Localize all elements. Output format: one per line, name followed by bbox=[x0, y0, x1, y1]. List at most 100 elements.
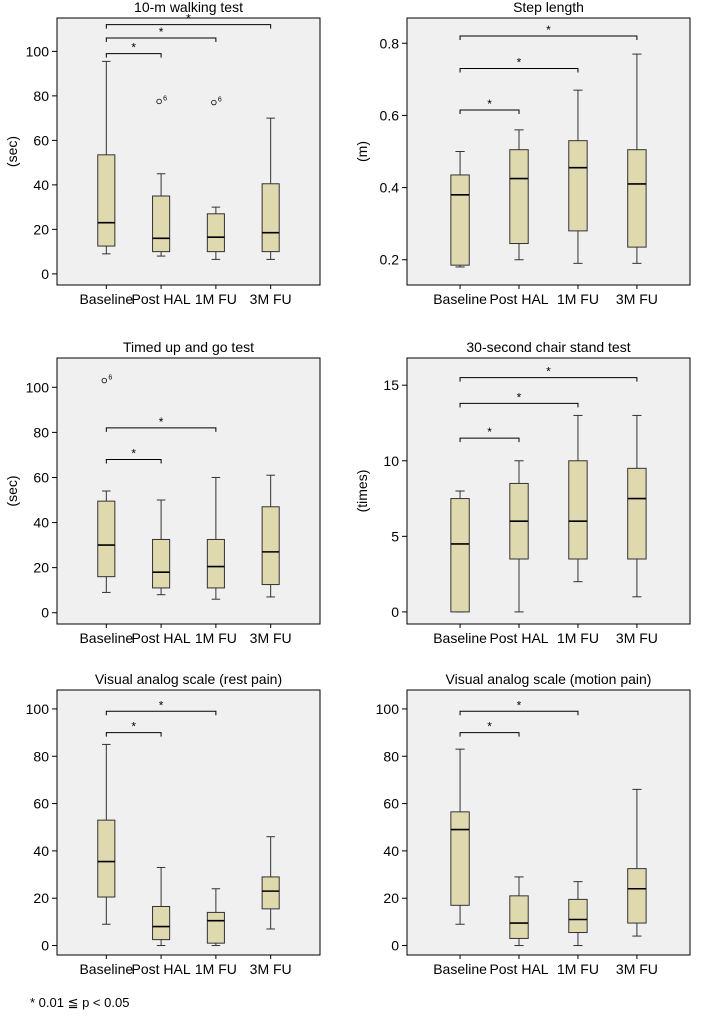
y-tick-label: 100 bbox=[26, 379, 50, 395]
y-tick-label: 80 bbox=[383, 748, 399, 764]
x-tick-label: Baseline bbox=[79, 630, 133, 646]
chart-panel-5: Visual analog scale (rest pain) 0 20 40 60 80… bbox=[26, 671, 321, 977]
x-tick-label: 3M FU bbox=[616, 630, 658, 646]
bracket-line bbox=[459, 402, 579, 408]
significance-label: * bbox=[159, 415, 164, 429]
outlier-point bbox=[156, 98, 162, 105]
plot-area bbox=[406, 689, 691, 956]
significance-bracket: * bbox=[459, 390, 579, 408]
x-tick-label: Baseline bbox=[79, 291, 133, 307]
chart-title: Visual analog scale (rest pain) bbox=[95, 671, 282, 687]
plot-area bbox=[56, 17, 321, 286]
iqr-box bbox=[568, 898, 588, 934]
box-3 bbox=[568, 881, 588, 947]
iqr-box bbox=[568, 140, 588, 232]
x-tick-label: Post HAL bbox=[132, 961, 191, 977]
y-tick-label: 20 bbox=[33, 890, 49, 906]
bracket-line bbox=[105, 710, 217, 716]
box-3 bbox=[568, 89, 588, 264]
y-tick-label: 0 bbox=[41, 266, 49, 282]
box-4 bbox=[261, 117, 280, 260]
significance-bracket: * bbox=[459, 365, 638, 382]
box-1 bbox=[97, 60, 116, 255]
significance-bracket: * bbox=[459, 698, 579, 716]
bracket-line bbox=[459, 710, 579, 716]
x-tick-label: Baseline bbox=[79, 961, 133, 977]
box-2 bbox=[152, 499, 171, 596]
y-tick-label: 10 bbox=[383, 453, 399, 469]
significance-bracket: * bbox=[105, 41, 162, 58]
bracket-line bbox=[459, 377, 638, 382]
box-3 bbox=[568, 414, 588, 583]
bracket-line bbox=[105, 732, 162, 737]
y-tick-label: 20 bbox=[33, 221, 49, 237]
bracket-line bbox=[105, 427, 217, 432]
y-tick-label: 100 bbox=[26, 43, 50, 59]
significance-label: * bbox=[517, 698, 522, 712]
chart-panel-4: 30-second chair stand test 0 5 10 15 (times) B… bbox=[354, 339, 691, 646]
iqr-box bbox=[627, 868, 647, 924]
bracket-line bbox=[105, 24, 272, 29]
x-tick-label: 1M FU bbox=[557, 630, 599, 646]
box-4 bbox=[627, 53, 647, 264]
significance-label: * bbox=[487, 720, 492, 734]
box-3 bbox=[206, 206, 225, 260]
box-1 bbox=[450, 748, 470, 925]
bracket-line bbox=[459, 732, 520, 737]
bracket-line bbox=[459, 35, 638, 41]
y-axis-label: (sec) bbox=[4, 475, 20, 506]
significance-bracket: * bbox=[105, 12, 272, 29]
box-4 bbox=[261, 836, 280, 930]
iqr-box bbox=[97, 154, 116, 247]
y-tick-label: 60 bbox=[33, 469, 49, 485]
y-tick-label: 40 bbox=[33, 515, 49, 531]
plot-area bbox=[406, 17, 691, 286]
chart-title: 10-m walking test bbox=[134, 0, 243, 15]
x-tick-label: 1M FU bbox=[195, 291, 237, 307]
significance-label: * bbox=[159, 698, 164, 712]
iqr-box bbox=[152, 195, 171, 253]
x-tick-label: Baseline bbox=[433, 630, 487, 646]
significance-label: * bbox=[131, 446, 136, 460]
x-tick-label: 1M FU bbox=[557, 291, 599, 307]
y-tick-label: 0 bbox=[41, 605, 49, 621]
y-tick-label: 15 bbox=[383, 377, 399, 393]
x-tick-label: 3M FU bbox=[250, 630, 292, 646]
outlier-label: 6 bbox=[218, 97, 222, 104]
plot-area bbox=[406, 357, 691, 625]
y-tick-label: 0.8 bbox=[380, 35, 400, 51]
significance-footnote: * 0.01 ≦ p < 0.05 bbox=[30, 995, 130, 1010]
x-tick-label: 3M FU bbox=[250, 961, 292, 977]
bracket-line bbox=[105, 37, 217, 43]
box-2 bbox=[509, 129, 529, 261]
x-tick-label: Baseline bbox=[433, 291, 487, 307]
iqr-box bbox=[97, 819, 116, 898]
box-1 bbox=[97, 743, 116, 925]
outlier-point bbox=[211, 99, 217, 106]
y-tick-label: 60 bbox=[383, 796, 399, 812]
box-2 bbox=[509, 460, 529, 613]
significance-label: * bbox=[487, 97, 492, 111]
chart-panel-3: Timed up and go test 0 20 40 60 80 100 (sec) Bas… bbox=[4, 339, 321, 646]
box-1 bbox=[97, 490, 116, 593]
y-tick-label: 0.4 bbox=[380, 180, 400, 196]
y-tick-label: 20 bbox=[383, 890, 399, 906]
y-tick-label: 40 bbox=[383, 843, 399, 859]
y-tick-label: 60 bbox=[33, 796, 49, 812]
significance-label: * bbox=[131, 720, 136, 734]
iqr-box bbox=[261, 506, 280, 586]
significance-label: * bbox=[517, 390, 522, 404]
iqr-box bbox=[450, 811, 470, 906]
bracket-line bbox=[105, 53, 162, 58]
significance-bracket: * bbox=[459, 425, 520, 443]
iqr-box bbox=[261, 183, 280, 253]
significance-bracket: * bbox=[105, 720, 162, 737]
bracket-line bbox=[459, 68, 579, 73]
significance-bracket: * bbox=[105, 698, 217, 716]
y-tick-label: 0.2 bbox=[380, 252, 400, 268]
significance-bracket: * bbox=[105, 25, 217, 43]
x-tick-label: Post HAL bbox=[489, 291, 548, 307]
y-axis-label: (times) bbox=[354, 470, 370, 513]
outlier-label: 6 bbox=[108, 375, 112, 382]
